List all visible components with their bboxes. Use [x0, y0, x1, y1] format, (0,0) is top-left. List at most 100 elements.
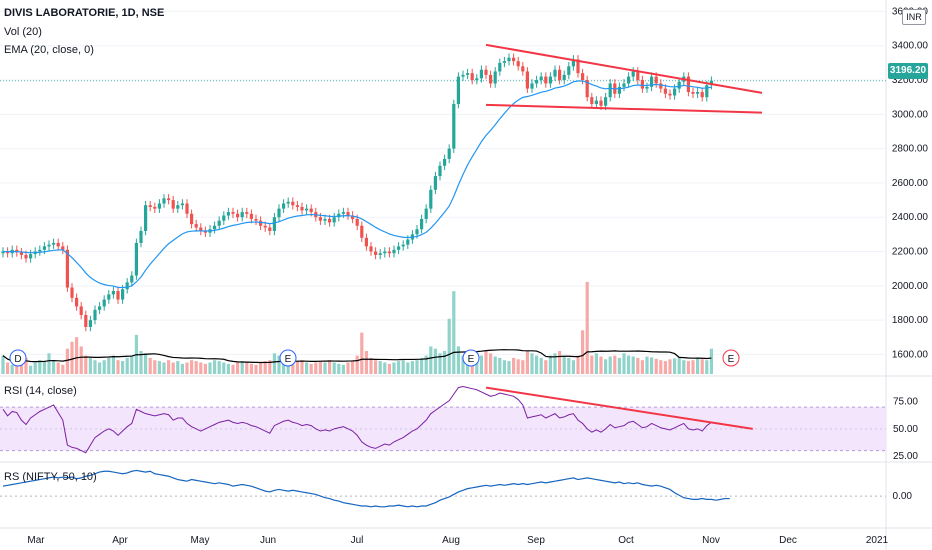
volume-ma-line [2, 349, 712, 364]
volume-bar [709, 348, 713, 374]
candle-body [305, 208, 309, 211]
candle-body [567, 66, 571, 75]
volume-bar [640, 360, 644, 374]
volume-bar [553, 353, 557, 374]
candle-body [686, 76, 690, 93]
currency-badge[interactable]: INR [902, 9, 926, 25]
candle-body [102, 299, 106, 307]
volume-bar [562, 356, 566, 374]
volume-bar [461, 355, 465, 374]
volume-bar [323, 362, 327, 374]
candle-body [447, 148, 451, 159]
candle-body [369, 246, 373, 252]
candle-body [654, 76, 658, 84]
candle-body [29, 254, 33, 259]
volume-bar [502, 360, 506, 374]
volume-bar [360, 332, 364, 374]
volume-bar [309, 363, 313, 374]
volume-bar [424, 355, 428, 374]
candle-body [272, 217, 276, 231]
volume-bar [208, 362, 212, 374]
volume-bar [328, 360, 332, 374]
candle-body [309, 208, 313, 213]
volume-bar [530, 353, 534, 374]
candle-body [148, 205, 152, 207]
candle-body [70, 287, 74, 298]
volume-bar [585, 282, 589, 374]
candle-body [668, 93, 672, 96]
volume-bar [222, 362, 226, 374]
volume-bar [314, 362, 318, 374]
volume-bar [420, 357, 424, 374]
candle-body [61, 246, 65, 250]
candle-body [328, 218, 332, 223]
candle-body [571, 59, 575, 67]
candle-body [42, 246, 46, 250]
candle-body [337, 213, 341, 218]
candle-body [282, 203, 286, 209]
candle-body [594, 100, 598, 105]
event-marker [9, 349, 27, 367]
volume-bar [286, 360, 290, 374]
candle-body [548, 76, 552, 84]
candle-body [585, 80, 589, 98]
volume-bar [493, 356, 497, 374]
candle-body [203, 230, 207, 233]
candle-body [98, 306, 102, 310]
volume-bar [378, 361, 382, 374]
candle-body [631, 71, 635, 77]
candle-body [470, 73, 474, 81]
price-trendline [485, 43, 763, 94]
candle-body [415, 229, 419, 235]
candle-body [636, 71, 640, 81]
rsi-trendline [485, 386, 753, 430]
candle-body [254, 218, 258, 221]
event-marker-label: E [728, 354, 735, 365]
price-trendline [485, 103, 763, 114]
candle-body [374, 251, 378, 255]
candle-body [180, 203, 184, 206]
candle-body [199, 227, 203, 231]
candle-body [512, 57, 516, 62]
volume-bar [125, 357, 129, 374]
volume-bar [507, 361, 511, 374]
candle-body [406, 239, 410, 245]
last-price-tag: 3196.20 [888, 63, 928, 79]
candle-body [171, 200, 175, 209]
rsi-band [0, 407, 886, 451]
candle-body [364, 237, 368, 247]
volume-bar [332, 362, 336, 374]
candle-body [383, 251, 387, 254]
candle-body [65, 249, 69, 288]
event-marker-label: D [14, 354, 21, 365]
volume-bar [10, 364, 14, 374]
candle-body [691, 92, 695, 94]
candle-body [502, 61, 506, 63]
rsi-line [2, 386, 712, 454]
volume-bar [691, 360, 695, 374]
volume-bar [576, 355, 580, 374]
candle-body [397, 246, 401, 250]
candle-body [479, 69, 483, 79]
candle-body [93, 309, 97, 321]
candle-body [318, 217, 322, 221]
volume-bar [102, 360, 106, 374]
volume-bar [98, 362, 102, 374]
candle-body [378, 253, 382, 255]
candle-body [176, 205, 180, 209]
candle-body [295, 205, 299, 207]
candle-body [387, 251, 391, 254]
rs-line [2, 469, 730, 508]
price-tick-label: 1800.00 [892, 315, 929, 326]
volume-bar [79, 346, 83, 374]
volume-bar [539, 357, 543, 374]
volume-bar [590, 355, 594, 374]
event-marker [722, 349, 740, 367]
candle-body [84, 314, 88, 327]
time-tick-label: Nov [702, 535, 720, 546]
candle-body [346, 212, 350, 216]
volume-bar [282, 357, 286, 374]
volume-bar [650, 357, 654, 374]
candle-body [539, 76, 543, 81]
